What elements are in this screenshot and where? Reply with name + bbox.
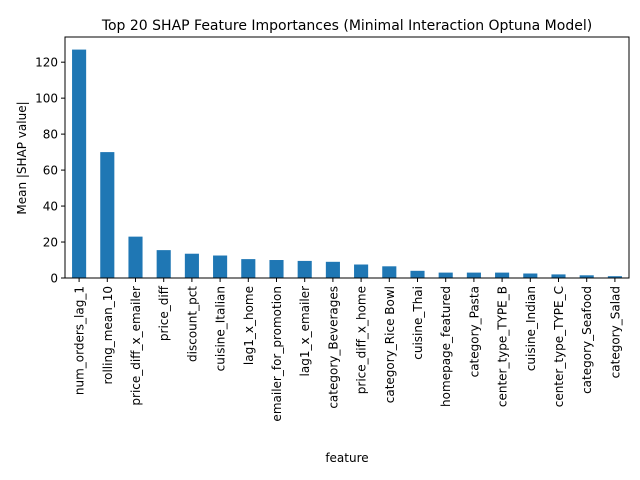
bar-15: [466, 272, 481, 278]
x-tick-label: price_diff_x_emailer: [129, 286, 143, 406]
y-tick-label: 0: [50, 272, 58, 286]
bar-4: [156, 250, 171, 278]
bar-8: [269, 260, 284, 278]
x-tick-label: lag1_x_home: [242, 286, 256, 365]
bar-17: [523, 273, 538, 278]
bar-3: [128, 236, 143, 278]
bar-19: [579, 275, 594, 278]
x-tick-label: category_Rice Bowl: [383, 286, 397, 403]
x-tick-label: discount_pct: [185, 286, 199, 362]
bar-1: [72, 49, 87, 278]
bar-14: [438, 272, 453, 278]
bar-11: [354, 264, 369, 278]
y-tick-label: 60: [43, 164, 58, 178]
y-tick-label: 100: [35, 92, 58, 106]
bar-20: [607, 276, 622, 278]
x-tick-label: center_type_TYPE_B: [496, 286, 510, 407]
y-tick-label: 120: [35, 56, 58, 70]
x-tick-label: category_Pasta: [467, 286, 481, 377]
plot-frame: [64, 36, 630, 279]
bar-7: [241, 259, 256, 278]
bar-16: [495, 272, 510, 278]
x-tick-label: price_diff_x_home: [355, 286, 369, 394]
x-tick-label: cuisine_Italian: [214, 286, 228, 371]
x-tick-label: price_diff: [157, 285, 171, 341]
y-axis-label: Mean |SHAP value|: [15, 101, 29, 214]
x-axis: num_orders_lag_1 rolling_mean_10 price_dif…: [73, 278, 622, 422]
bar-10: [325, 261, 340, 278]
chart-title: Top 20 SHAP Feature Importances (Minimal…: [101, 18, 592, 34]
bar-13: [410, 270, 425, 278]
bar-12: [382, 266, 397, 278]
x-tick-label: cuisine_Thai: [411, 286, 425, 360]
bars-group: [72, 49, 622, 278]
bar-9: [297, 260, 312, 278]
y-tick-label: 20: [43, 236, 58, 250]
y-tick-label: 40: [43, 200, 58, 214]
x-tick-label: cuisine_Indian: [524, 286, 538, 371]
bar-6: [213, 255, 228, 278]
bar-2: [100, 152, 115, 278]
x-tick-label: category_Seafood: [580, 286, 594, 394]
x-tick-label: emailer_for_promotion: [270, 286, 284, 422]
x-tick-label: rolling_mean_10: [101, 286, 115, 385]
x-tick-label: num_orders_lag_1: [73, 286, 87, 395]
x-tick-label: category_Salad: [608, 286, 622, 378]
y-axis: 0 20 40 60 80 100 120: [35, 56, 65, 286]
x-tick-label: center_type_TYPE_C: [552, 286, 566, 407]
x-axis-label: feature: [325, 451, 368, 465]
bar-5: [184, 253, 199, 278]
x-tick-label: lag1_x_emailer: [298, 286, 312, 377]
x-tick-label: category_Beverages: [326, 286, 340, 409]
x-tick-label: homepage_featured: [439, 286, 453, 407]
bar-18: [551, 274, 566, 278]
y-tick-label: 80: [43, 128, 58, 142]
